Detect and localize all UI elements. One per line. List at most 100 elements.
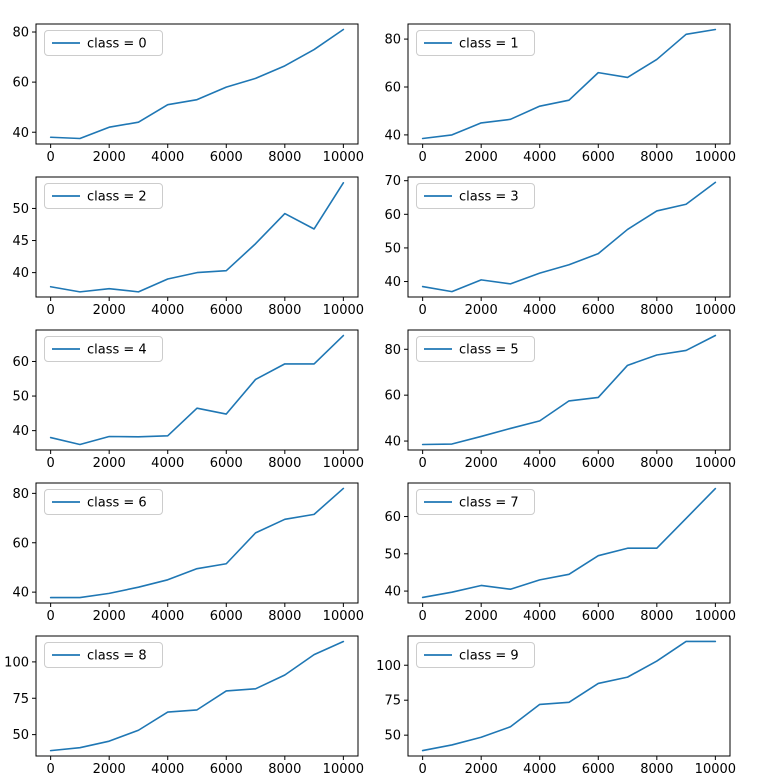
x-tick-label: 10000 [695,762,736,777]
y-tick-label: 40 [384,275,401,290]
y-tick-label: 50 [384,241,401,256]
x-tick-label: 6000 [210,150,243,165]
x-tick-label: 4000 [151,150,184,165]
y-tick-label: 40 [12,424,29,439]
y-tick-label: 50 [384,729,401,744]
x-tick-label: 0 [46,456,54,471]
y-tick-label: 60 [384,208,401,223]
y-tick-label: 50 [12,202,29,217]
x-tick-label: 2000 [93,609,126,624]
legend-box [416,183,535,209]
subplot-class-0: 0 2000 4000 6000 8000 10000 40 60 80 class = 0 [0,16,372,169]
x-tick-label: 4000 [151,456,184,471]
subplot-class-4: 0 2000 4000 6000 8000 10000 40 50 60 class = 4 [0,322,372,475]
x-tick-label: 0 [418,150,426,165]
legend-box [44,489,163,515]
x-tick-label: 10000 [323,303,364,318]
subplot-svg: 0 2000 4000 6000 8000 10000 40 50 60 class = 4 [12,329,364,471]
x-tick-label: 4000 [523,456,556,471]
x-tick-label: 8000 [268,150,301,165]
x-tick-label: 4000 [151,303,184,318]
x-tick-label: 8000 [640,150,673,165]
legend-label: class = 1 [459,37,519,52]
x-tick-label: 8000 [268,762,301,777]
line-series [421,640,717,752]
line-series [49,28,345,140]
x-tick-label: 8000 [268,456,301,471]
y-tick-label: 50 [384,547,401,562]
y-tick-label: 80 [12,26,29,41]
y-tick-label: 75 [12,692,29,707]
axes-frame [407,329,731,451]
axes-frame [35,176,359,298]
x-tick-label: 2000 [93,150,126,165]
x-tick-label: 2000 [93,303,126,318]
subplot-class-1: 0 2000 4000 6000 8000 10000 40 60 80 class = 1 [372,16,744,169]
x-tick-label: 2000 [465,456,498,471]
y-tick-label: 40 [384,128,401,143]
y-tick-label: 60 [384,389,401,404]
line-series [421,487,717,599]
x-tick-label: 6000 [582,303,615,318]
x-tick-label: 4000 [523,150,556,165]
x-tick-label: 10000 [323,609,364,624]
legend-label: class = 7 [459,496,519,511]
line-series [49,487,345,599]
legend: class = 8 [44,642,163,668]
x-tick-label: 8000 [268,303,301,318]
legend-box [44,30,163,56]
subplot-svg: 0 2000 4000 6000 8000 10000 50 75 100 class = 9 [376,635,736,777]
y-tick-label: 45 [12,234,29,249]
y-tick-label: 80 [384,343,401,358]
subplot-svg: 0 2000 4000 6000 8000 10000 40 60 80 class = 5 [384,329,736,471]
subplot-svg: 0 2000 4000 6000 8000 10000 40 60 80 class = 6 [12,482,364,624]
x-tick-label: 2000 [465,303,498,318]
x-tick-label: 8000 [640,456,673,471]
y-tick-label: 40 [12,266,29,281]
legend-box [44,183,163,209]
x-tick-label: 4000 [151,609,184,624]
x-tick-label: 4000 [523,609,556,624]
x-tick-label: 0 [46,609,54,624]
x-tick-label: 6000 [210,303,243,318]
legend-box [416,489,535,515]
legend-label: class = 9 [459,649,519,664]
line-series [49,640,345,752]
y-tick-label: 60 [384,510,401,525]
x-tick-label: 2000 [93,456,126,471]
subplot-class-7: 0 2000 4000 6000 8000 10000 40 50 60 class = 7 [372,475,744,628]
x-tick-label: 10000 [323,456,364,471]
y-tick-label: 40 [384,585,401,600]
subplot-class-2: 0 2000 4000 6000 8000 10000 40 45 50 class = 2 [0,169,372,322]
x-tick-label: 2000 [465,609,498,624]
subplot-svg: 0 2000 4000 6000 8000 10000 50 75 100 class = 8 [4,635,364,777]
legend-label: class = 2 [87,190,147,205]
x-tick-label: 6000 [582,150,615,165]
subplot-svg: 0 2000 4000 6000 8000 10000 40 45 50 class = 2 [12,176,364,318]
x-tick-label: 0 [418,303,426,318]
x-tick-label: 0 [46,303,54,318]
line-series [421,181,717,293]
y-tick-label: 40 [12,586,29,601]
y-tick-label: 80 [384,33,401,48]
x-tick-label: 2000 [93,762,126,777]
legend-box [416,642,535,668]
y-tick-label: 50 [12,728,29,743]
x-tick-label: 10000 [323,150,364,165]
x-tick-label: 0 [418,609,426,624]
legend-label: class = 0 [87,37,147,52]
legend: class = 2 [44,183,163,209]
legend-label: class = 8 [87,649,147,664]
x-tick-label: 8000 [640,303,673,318]
legend: class = 0 [44,30,163,56]
y-tick-label: 50 [12,390,29,405]
legend: class = 4 [44,336,163,362]
line-series [49,181,345,293]
x-tick-label: 10000 [695,456,736,471]
subplot-class-3: 0 2000 4000 6000 8000 10000 40 50 60 70 class = 3 [372,169,744,322]
legend: class = 5 [416,336,535,362]
x-tick-label: 4000 [523,303,556,318]
axes-frame [407,176,731,298]
